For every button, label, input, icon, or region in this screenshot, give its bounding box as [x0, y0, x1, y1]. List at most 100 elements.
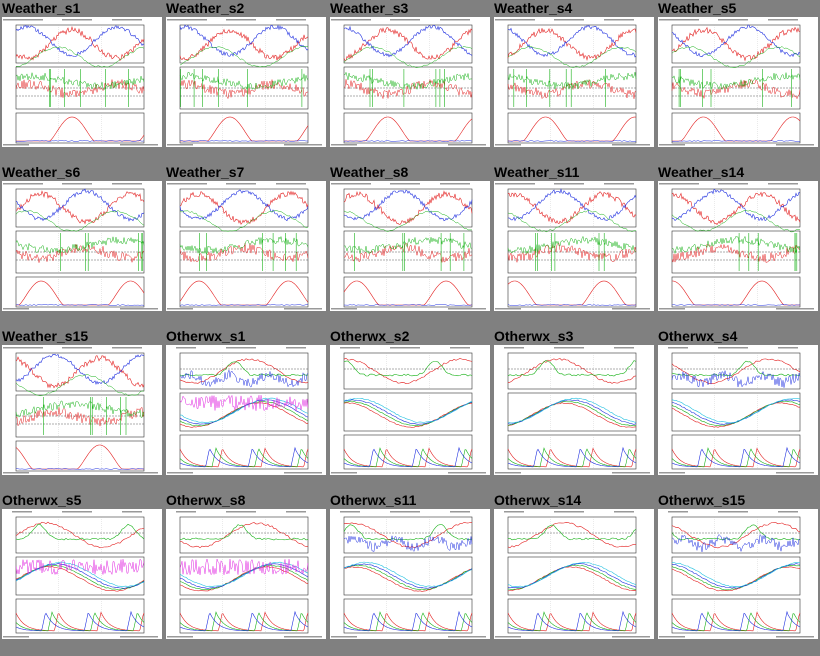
gallery-tile[interactable]: Weather_s8	[328, 164, 492, 328]
gallery-tile[interactable]: Weather_s15	[0, 328, 164, 492]
gallery-tile[interactable]: Otherwx_s1	[164, 328, 328, 492]
soil-temperature-trace	[343, 561, 473, 588]
vapor-trace	[343, 24, 473, 58]
gallery-tile[interactable]: Otherwx_s11	[328, 492, 492, 656]
gallery-tile[interactable]: Otherwx_s3	[492, 328, 656, 492]
extra-trace	[343, 535, 473, 553]
plot-thumbnail[interactable]	[2, 17, 162, 147]
gallery-tile[interactable]: Weather_s2	[164, 0, 328, 164]
gallery-tile[interactable]: Weather_s3	[328, 0, 492, 164]
plot-thumbnail[interactable]	[2, 181, 162, 311]
plot-thumbnail[interactable]	[330, 345, 490, 475]
tile-title[interactable]: Otherwx_s8	[166, 492, 246, 508]
flux-trace	[671, 446, 801, 468]
plot-thumbnail[interactable]	[658, 509, 818, 639]
rh-trace	[343, 190, 473, 225]
plot-thumbnail[interactable]	[494, 509, 654, 639]
plot-thumbnail[interactable]	[166, 345, 326, 475]
gallery-tile[interactable]: Weather_s11	[492, 164, 656, 328]
flux-panel	[179, 598, 309, 634]
soil-temperature-panel	[507, 556, 637, 596]
solar-trace	[672, 116, 801, 142]
gallery-tile[interactable]: Weather_s6	[0, 164, 164, 328]
tile-title[interactable]: Otherwx_s5	[2, 492, 82, 508]
wind-trace	[343, 236, 473, 255]
aux-trace	[343, 46, 473, 68]
humidity-panel	[507, 24, 637, 64]
tile-title[interactable]: Weather_s15	[2, 328, 89, 344]
tile-title[interactable]: Weather_s7	[166, 164, 245, 180]
gallery-tile[interactable]: Otherwx_s4	[656, 328, 820, 492]
soil-temperature-panel	[179, 392, 309, 432]
snow-panel	[343, 352, 473, 390]
flux-trace	[671, 447, 801, 468]
humidity-panel	[179, 188, 309, 228]
tile-title[interactable]: Otherwx_s1	[166, 328, 246, 344]
tile-title[interactable]: Weather_s11	[494, 164, 580, 180]
radiation-panel	[179, 276, 309, 308]
tile-title[interactable]: Weather_s14	[658, 164, 745, 180]
tile-title[interactable]: Otherwx_s14	[494, 492, 582, 508]
tile-title[interactable]: Otherwx_s4	[658, 328, 738, 344]
gallery-tile[interactable]: Otherwx_s15	[656, 492, 820, 656]
density-trace	[343, 524, 473, 541]
gallery-tile[interactable]: Weather_s14	[656, 164, 820, 328]
soil-temperature-trace	[179, 561, 309, 588]
tile-title[interactable]: Otherwx_s11	[330, 492, 417, 508]
flux-trace	[671, 447, 801, 468]
gallery-tile[interactable]: Weather_s4	[492, 0, 656, 164]
tile-title[interactable]: Otherwx_s3	[494, 328, 574, 344]
soil-temperature-trace	[15, 564, 145, 590]
plot-thumbnail[interactable]	[330, 509, 490, 639]
temperature-trace	[671, 79, 801, 100]
extra-trace	[671, 370, 801, 388]
gallery-tile[interactable]: Weather_s5	[656, 0, 820, 164]
tile-title[interactable]: Weather_s6	[2, 164, 81, 180]
plot-thumbnail[interactable]	[494, 345, 654, 475]
temperature-trace	[15, 244, 145, 263]
solar-trace	[15, 444, 144, 470]
rh-trace	[179, 28, 309, 62]
depth-trace	[507, 358, 637, 384]
noise-trace	[179, 394, 309, 411]
temperature-trace	[179, 79, 309, 100]
plot-thumbnail[interactable]	[330, 17, 490, 147]
gallery-tile[interactable]: Otherwx_s5	[0, 492, 164, 656]
plot-thumbnail[interactable]	[494, 17, 654, 147]
gallery-tile[interactable]: Otherwx_s8	[164, 492, 328, 656]
plot-thumbnail[interactable]	[658, 181, 818, 311]
soil-temperature-trace	[507, 401, 637, 427]
vapor-trace	[671, 24, 801, 58]
tile-title[interactable]: Otherwx_s2	[330, 328, 410, 344]
flux-panel	[15, 598, 145, 634]
flux-trace	[179, 446, 309, 468]
gallery-tile[interactable]: Otherwx_s2	[328, 328, 492, 492]
plot-thumbnail[interactable]	[494, 181, 654, 311]
solar-trace	[16, 280, 145, 306]
plot-thumbnail[interactable]	[330, 181, 490, 311]
density-trace	[507, 360, 637, 377]
gallery-tile[interactable]: Weather_s1	[0, 0, 164, 164]
plot-thumbnail[interactable]	[658, 17, 818, 147]
plot-thumbnail[interactable]	[2, 509, 162, 639]
tile-title[interactable]: Weather_s8	[330, 164, 409, 180]
tile-title[interactable]: Weather_s4	[494, 0, 573, 16]
plot-thumbnail[interactable]	[658, 345, 818, 475]
gallery-tile[interactable]: Otherwx_s14	[492, 492, 656, 656]
tile-title[interactable]: Weather_s3	[330, 0, 409, 16]
plot-thumbnail[interactable]	[166, 17, 326, 147]
plot-thumbnail[interactable]	[166, 509, 326, 639]
tile-title[interactable]: Weather_s1	[2, 0, 81, 16]
flux-trace	[179, 447, 309, 468]
tile-title[interactable]: Weather_s2	[166, 0, 245, 16]
plot-thumbnail[interactable]	[166, 181, 326, 311]
tile-title[interactable]: Weather_s5	[658, 0, 737, 16]
solar-trace	[672, 280, 800, 306]
plot-thumbnail[interactable]	[2, 345, 162, 475]
tile-title[interactable]: Otherwx_s15	[658, 492, 746, 508]
aux-trace	[179, 46, 309, 68]
snow-panel	[179, 352, 309, 390]
density-trace	[508, 524, 637, 541]
gallery-tile[interactable]: Weather_s7	[164, 164, 328, 328]
